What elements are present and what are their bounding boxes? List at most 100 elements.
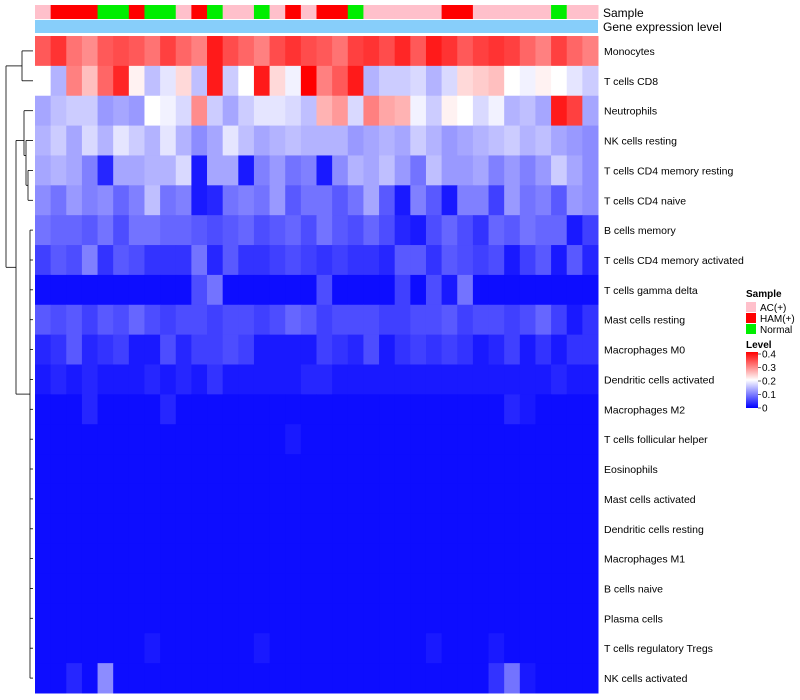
sample-annotation-cell	[97, 5, 114, 19]
heatmap-cell	[300, 304, 317, 336]
heatmap-cell	[488, 483, 505, 515]
heatmap-cell	[35, 274, 52, 306]
heatmap-cell	[472, 125, 490, 156]
sample-annotation-cell	[425, 5, 443, 19]
heatmap-cell	[113, 364, 130, 395]
heatmap-cell	[160, 36, 177, 67]
legend-level-title: Level	[746, 340, 772, 351]
heatmap-cell	[379, 125, 396, 156]
heatmap-cell	[551, 95, 568, 127]
heatmap-cell	[504, 424, 521, 455]
heatmap-cell	[332, 603, 349, 634]
heatmap-cell	[379, 155, 396, 186]
heatmap-cell	[394, 364, 411, 395]
heatmap-cell	[269, 573, 286, 604]
heatmap-cell	[50, 513, 67, 545]
heatmap-cell	[160, 65, 177, 97]
heatmap-cell	[457, 155, 474, 186]
heatmap-cell	[300, 95, 317, 127]
heatmap-cell	[504, 603, 521, 634]
heatmap-cell	[128, 334, 145, 365]
heatmap-cell	[504, 513, 521, 545]
heatmap-cell	[81, 483, 99, 515]
heatmap-cell	[222, 125, 239, 156]
heatmap-cell	[566, 543, 583, 575]
heatmap-cell	[300, 155, 317, 186]
heatmap-cell	[582, 364, 599, 395]
heatmap-cell	[363, 304, 380, 336]
heatmap-cell	[488, 185, 505, 216]
heatmap-cell	[379, 65, 396, 97]
heatmap-cell	[472, 185, 490, 216]
heatmap-cell	[410, 334, 427, 365]
heatmap-cell	[144, 424, 161, 455]
heatmap-cell	[535, 603, 552, 634]
heatmap-cell	[160, 603, 177, 634]
heatmap-cell	[551, 304, 568, 336]
heatmap-cell	[410, 513, 427, 545]
heatmap-cell	[50, 215, 67, 246]
heatmap-cell	[582, 543, 599, 575]
row-label: T cells CD4 memory resting	[604, 165, 733, 177]
heatmap-cell	[113, 543, 130, 575]
heatmap-cell	[175, 65, 192, 97]
heatmap-cell	[441, 543, 458, 575]
heatmap-cell	[144, 603, 161, 634]
heatmap-cell	[222, 513, 239, 545]
heatmap-cell	[457, 603, 474, 634]
heatmap-cell	[191, 513, 208, 545]
heatmap-cell	[535, 274, 552, 306]
heatmap-cell	[113, 36, 130, 67]
heatmap-cell	[394, 65, 411, 97]
heatmap-cell	[316, 185, 333, 216]
heatmap-cell	[144, 394, 161, 425]
heatmap-cell	[66, 215, 83, 246]
heatmap-cell	[253, 95, 271, 127]
heatmap-cell	[488, 274, 505, 306]
heatmap-cell	[175, 185, 192, 216]
heatmap-cell	[35, 573, 52, 604]
sample-annotation-cell	[253, 5, 271, 19]
sample-annotation-bar	[35, 5, 599, 19]
heatmap-cell	[238, 245, 255, 276]
heatmap-cell	[535, 245, 552, 276]
heatmap-cell	[253, 185, 271, 216]
heatmap-cell	[582, 633, 599, 664]
heatmap-cell	[50, 603, 67, 634]
row-label: B cells naive	[604, 584, 663, 596]
heatmap-cell	[128, 125, 145, 156]
heatmap-cell	[81, 633, 99, 664]
heatmap-cell	[410, 603, 427, 634]
heatmap-cell	[285, 274, 302, 306]
heatmap-cell	[128, 304, 145, 336]
heatmap-cell	[472, 274, 490, 306]
sample-annotation-cell	[332, 5, 349, 19]
heatmap-cell	[81, 454, 99, 485]
heatmap-cell	[472, 603, 490, 634]
heatmap-cell	[394, 334, 411, 365]
heatmap-cell	[535, 125, 552, 156]
heatmap-cell	[566, 513, 583, 545]
heatmap-cell	[425, 603, 443, 634]
heatmap-cell	[207, 513, 224, 545]
heatmap-cell	[35, 603, 52, 634]
heatmap-cell	[175, 424, 192, 455]
heatmap-cell	[144, 36, 161, 67]
heatmap-cell	[441, 125, 458, 156]
heatmap-cell	[81, 424, 99, 455]
heatmap-cell	[191, 603, 208, 634]
heatmap-cell	[472, 663, 490, 694]
heatmap-cell	[347, 125, 364, 156]
legend: Sample AC(+)HAM(+)Normal Level 0.4 0.3 0.2…	[746, 289, 795, 415]
sample-annotation-cell	[128, 5, 145, 19]
heatmap-cell	[128, 394, 145, 425]
heatmap-cell	[128, 633, 145, 664]
heatmap-cell	[222, 394, 239, 425]
heatmap-cell	[379, 573, 396, 604]
heatmap-cell	[551, 663, 568, 694]
heatmap-cell	[441, 483, 458, 515]
heatmap-cell	[566, 663, 583, 694]
heatmap-cell	[113, 155, 130, 186]
heatmap-cell	[222, 185, 239, 216]
heatmap-cell	[566, 125, 583, 156]
